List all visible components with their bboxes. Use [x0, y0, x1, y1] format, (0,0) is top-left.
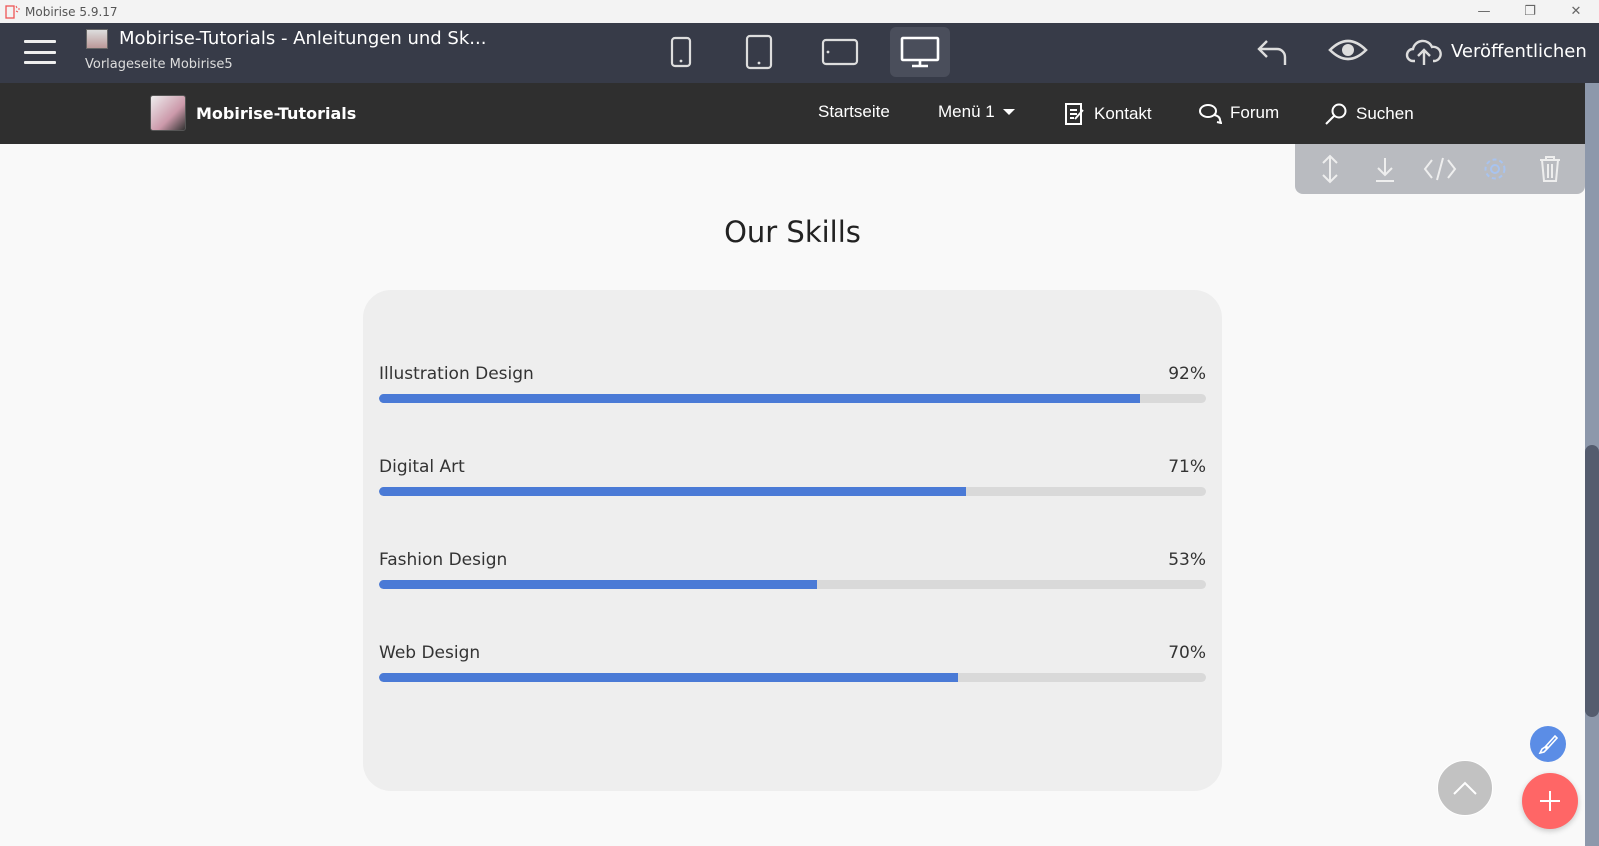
- plus-icon: [1540, 791, 1560, 811]
- window-titlebar: Mobirise 5.9.17 — ❐ ✕: [0, 0, 1599, 23]
- trash-icon[interactable]: [1532, 151, 1568, 187]
- skill-progress-fill: [379, 487, 967, 496]
- device-desktop-button[interactable]: [890, 27, 950, 77]
- nav-item-suchen[interactable]: Suchen: [1324, 102, 1414, 126]
- skill-label: Fashion Design: [379, 550, 508, 570]
- nav-item-startseite[interactable]: Startseite: [818, 102, 890, 122]
- move-icon[interactable]: [1312, 151, 1348, 187]
- desktop-icon: [900, 36, 940, 68]
- chat-icon: [1199, 104, 1222, 124]
- block-toolbar: [1295, 144, 1585, 194]
- nav-label: Suchen: [1356, 104, 1414, 123]
- publish-button[interactable]: Veröffentlichen: [1405, 35, 1587, 67]
- scrollbar[interactable]: [1585, 83, 1599, 846]
- site-navbar: Mobirise-Tutorials Startseite Menü 1 Kon…: [0, 83, 1585, 144]
- publish-label: Veröffentlichen: [1451, 40, 1587, 62]
- device-phone-button[interactable]: [651, 27, 711, 77]
- nav-label: Forum: [1230, 103, 1280, 122]
- skill-label: Digital Art: [379, 457, 465, 477]
- close-button[interactable]: ✕: [1570, 4, 1582, 19]
- skill-progress-track: [379, 673, 1206, 682]
- phone-icon: [670, 36, 692, 68]
- nav-label: Menü 1: [938, 102, 995, 121]
- skill-item: Fashion Design 53%: [379, 550, 1206, 589]
- skill-value: 92%: [1168, 364, 1206, 384]
- skill-progress-track: [379, 580, 1206, 589]
- edit-icon: [1065, 103, 1084, 125]
- skill-label: Illustration Design: [379, 364, 534, 384]
- nav-item-forum[interactable]: Forum: [1198, 102, 1279, 124]
- scrollbar-thumb[interactable]: [1585, 445, 1599, 717]
- scroll-top-button[interactable]: [1437, 760, 1493, 816]
- device-tablet-landscape-button[interactable]: [810, 27, 870, 77]
- skill-item: Illustration Design 92%: [379, 364, 1206, 403]
- nav-label: Kontakt: [1094, 104, 1152, 123]
- skill-value: 70%: [1168, 643, 1206, 663]
- restore-button[interactable]: ❐: [1524, 4, 1536, 19]
- cloud-upload-icon: [1405, 39, 1442, 65]
- skill-item: Web Design 70%: [379, 643, 1206, 682]
- gear-icon[interactable]: [1477, 151, 1513, 187]
- skill-progress-fill: [379, 394, 1140, 403]
- skill-progress-fill: [379, 673, 958, 682]
- undo-button[interactable]: [1255, 35, 1289, 69]
- skill-progress-track: [379, 487, 1206, 496]
- project-subtitle: Vorlageseite Mobirise5: [85, 57, 233, 72]
- window-title: Mobirise 5.9.17: [25, 4, 118, 19]
- skills-card: Illustration Design 92% Digital Art 71% Fash…: [363, 290, 1222, 791]
- minimize-button[interactable]: —: [1477, 4, 1491, 19]
- section-title[interactable]: Our Skills: [724, 215, 861, 249]
- tablet-icon: [745, 34, 773, 70]
- design-button[interactable]: [1530, 726, 1566, 762]
- download-icon[interactable]: [1367, 151, 1403, 187]
- skill-value: 53%: [1168, 550, 1206, 570]
- code-icon[interactable]: [1422, 151, 1458, 187]
- tablet-landscape-icon: [821, 38, 859, 66]
- brand-logo: [150, 95, 186, 131]
- nav-label: Startseite: [818, 102, 890, 121]
- add-block-button[interactable]: [1522, 773, 1578, 829]
- skill-value: 71%: [1168, 457, 1206, 477]
- skill-item: Digital Art 71%: [379, 457, 1206, 496]
- editor-header: Mobirise-Tutorials - Anleitungen und Sk.…: [0, 23, 1599, 83]
- menu-icon[interactable]: [24, 40, 56, 64]
- site-brand[interactable]: Mobirise-Tutorials: [150, 95, 356, 131]
- search-icon: [1325, 103, 1347, 125]
- preview-button[interactable]: [1328, 35, 1368, 65]
- skill-progress-track: [379, 394, 1206, 403]
- nav-item-menu-1[interactable]: Menü 1: [938, 102, 1015, 122]
- nav-item-kontakt[interactable]: Kontakt: [1064, 102, 1152, 126]
- caret-down-icon: [1002, 109, 1015, 115]
- project-title[interactable]: Mobirise-Tutorials - Anleitungen und Sk.…: [119, 28, 487, 49]
- skill-progress-fill: [379, 580, 818, 589]
- eye-icon: [1328, 39, 1368, 61]
- brush-icon: [1538, 734, 1558, 754]
- undo-icon: [1257, 40, 1287, 65]
- project-icon: [86, 29, 108, 49]
- brand-name: Mobirise-Tutorials: [196, 103, 357, 123]
- device-tablet-button[interactable]: [729, 27, 789, 77]
- chevron-up-icon: [1453, 781, 1477, 795]
- skill-label: Web Design: [379, 643, 481, 663]
- mobirise-app-icon: [5, 4, 20, 19]
